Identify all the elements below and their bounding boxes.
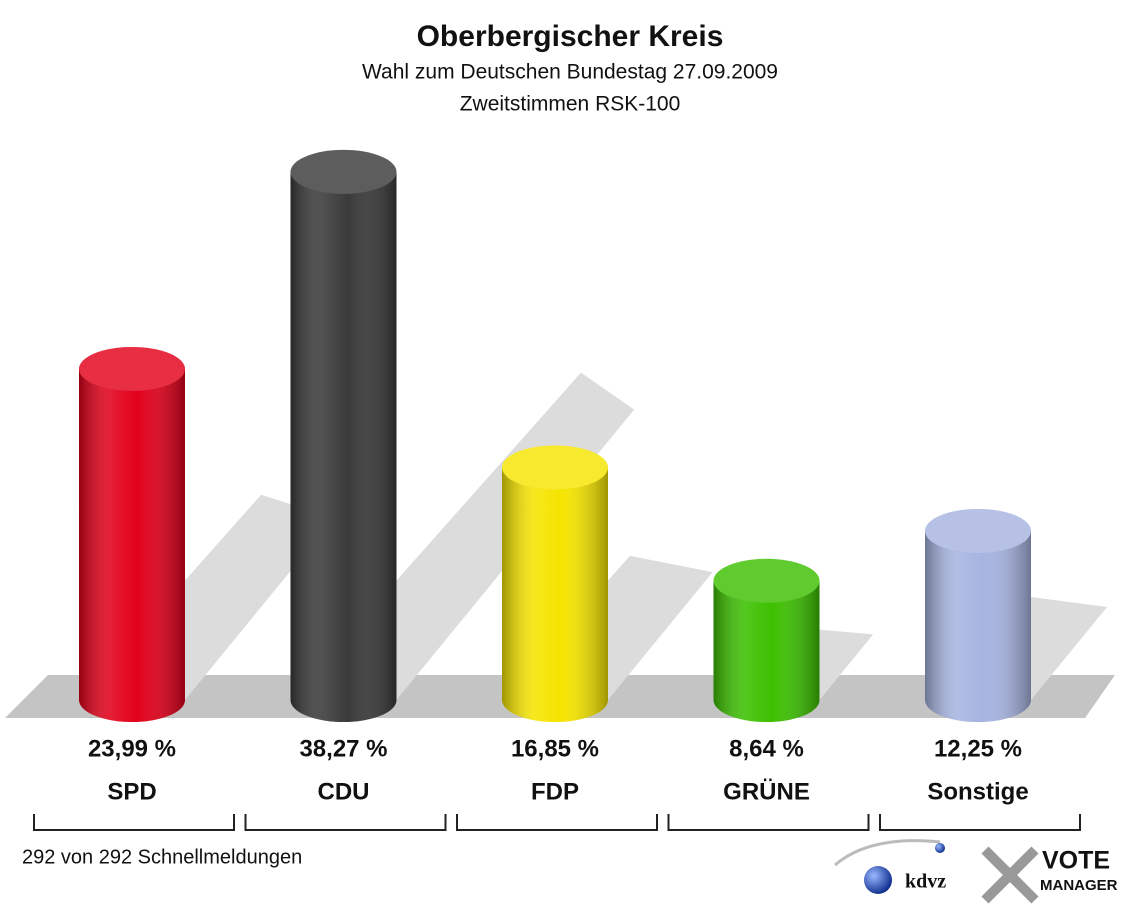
bar	[290, 149, 397, 723]
chart-subtitle: Wahl zum Deutschen Bundestag 27.09.2009	[362, 61, 778, 84]
value-label: 16,85 %	[511, 735, 599, 762]
bar-body-shade	[502, 467, 608, 722]
logo-text: MANAGER	[1040, 877, 1118, 894]
category-label: SPD	[107, 778, 156, 805]
bar-top	[502, 445, 608, 490]
bar-body-shade	[925, 530, 1031, 722]
value-label: 38,27 %	[299, 735, 387, 762]
bar-top-light	[713, 558, 820, 603]
category-label: GRÜNE	[723, 778, 810, 805]
value-label: 12,25 %	[934, 735, 1022, 762]
bar-top	[713, 558, 820, 603]
logo-ball	[864, 866, 892, 894]
bracket	[879, 814, 1081, 831]
category-label: Sonstige	[927, 778, 1028, 805]
logo-text: kdvz	[905, 871, 946, 893]
value-label: 23,99 %	[88, 735, 176, 762]
category-label: CDU	[318, 778, 370, 805]
chart-subtitle: Zweitstimmen RSK-100	[460, 93, 681, 116]
bracket	[456, 814, 658, 831]
bar-top	[79, 346, 185, 391]
bar-body-shade	[713, 580, 820, 723]
category-label: FDP	[531, 778, 579, 805]
logo: kdvz VOTE MANAGER	[834, 839, 1118, 904]
bar-top-light	[925, 508, 1031, 553]
bar	[79, 346, 185, 722]
logo-ball	[935, 843, 945, 853]
bar-top-light	[502, 445, 608, 490]
bar-body-shade	[290, 171, 397, 723]
bracket	[244, 814, 447, 831]
logo-cross	[981, 846, 1039, 904]
bar	[502, 445, 608, 722]
bracket	[33, 814, 235, 831]
bar	[713, 558, 820, 723]
bar	[925, 508, 1031, 722]
bar-top	[925, 508, 1031, 553]
bar-top-light	[290, 149, 397, 194]
value-label: 8,64 %	[729, 735, 804, 762]
logo-text: VOTE	[1042, 847, 1110, 875]
chart-title: Oberbergischer Kreis	[417, 20, 724, 53]
logo-swoosh	[834, 839, 941, 867]
bar-body-shade	[79, 368, 185, 722]
bracket	[667, 814, 870, 831]
bar-top-light	[79, 346, 185, 391]
bar-top	[290, 149, 397, 194]
footnote: 292 von 292 Schnellmeldungen	[22, 846, 302, 868]
